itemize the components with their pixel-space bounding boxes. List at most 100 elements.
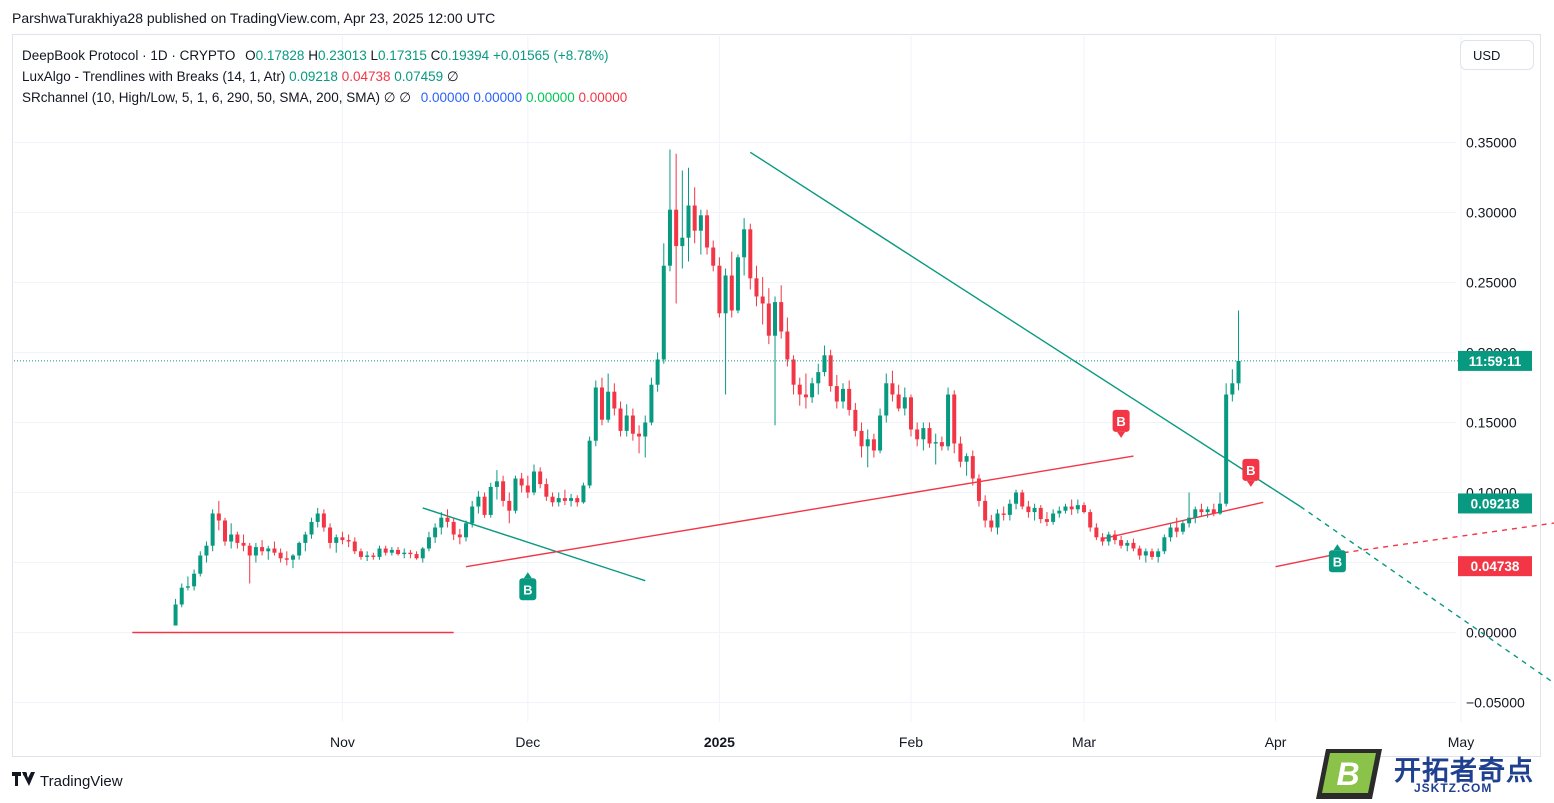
candle-body xyxy=(649,384,654,423)
open-value: 0.17828 xyxy=(255,48,305,63)
candle-body xyxy=(1026,506,1031,513)
watermark-badge-letter: B xyxy=(1336,756,1359,792)
change-value: +0.01565 (+8.78%) xyxy=(492,48,609,63)
candle-down xyxy=(519,472,524,493)
candle-up xyxy=(185,576,190,591)
candle-body xyxy=(1205,509,1210,513)
candle-down xyxy=(216,500,221,531)
indicator-value: 0.00000 xyxy=(578,90,628,105)
candle-body xyxy=(494,481,499,487)
candle-body xyxy=(538,471,543,485)
candle-up xyxy=(464,520,469,542)
price-tag-box xyxy=(1458,556,1532,577)
candle-body xyxy=(556,498,561,503)
marker-pointer xyxy=(1246,480,1255,487)
candle-down xyxy=(692,187,697,244)
candle-body xyxy=(451,521,456,535)
indicator-value: 0.00000 xyxy=(420,90,470,105)
candle-body xyxy=(321,513,326,528)
symbol-legend-row[interactable]: DeepBook Protocol · 1D · CRYPTO O0.17828… xyxy=(22,45,627,66)
candle-down xyxy=(989,514,994,532)
chart-frame xyxy=(12,34,1541,757)
candle-body xyxy=(711,247,716,266)
candle-up xyxy=(556,492,561,507)
indicator-value: 0.09218 xyxy=(289,69,338,84)
candle-body xyxy=(352,541,357,552)
price-tag: 11:59:11 xyxy=(1458,350,1532,371)
candle-body xyxy=(402,552,407,555)
candle-body xyxy=(1007,503,1012,515)
candle-body xyxy=(550,496,555,503)
candle-up xyxy=(1224,383,1229,507)
candle-body xyxy=(871,439,876,451)
indicator-legend-row-srchannel[interactable]: SRchannel (10, High/Low, 5, 1, 6, 290, 5… xyxy=(22,87,627,108)
currency-selector[interactable]: USD xyxy=(1460,40,1534,70)
break-markers: B B B B xyxy=(519,409,1346,601)
candle-body xyxy=(964,456,969,462)
candle-down xyxy=(1100,533,1105,546)
candle-up xyxy=(365,551,370,562)
candle-up xyxy=(816,363,821,395)
candle-up xyxy=(290,554,295,569)
candle-body xyxy=(198,555,203,574)
candle-up xyxy=(1230,369,1235,402)
candle-down xyxy=(637,425,642,454)
candle-body xyxy=(426,537,431,549)
candle-body xyxy=(1057,510,1062,514)
watermark-text: 开拓者奇点 xyxy=(1394,756,1534,786)
y-tick-label: 0.00000 xyxy=(1466,625,1517,641)
candle-body xyxy=(828,355,833,387)
candle-down xyxy=(871,433,876,458)
candle-body xyxy=(692,205,697,231)
candle-body xyxy=(1150,551,1154,557)
y-tick-label: 0.35000 xyxy=(1466,135,1517,151)
candle-up xyxy=(389,547,394,556)
candle-down xyxy=(1131,538,1136,552)
candle-down xyxy=(1026,500,1031,518)
candle-down xyxy=(482,492,487,518)
candle-up xyxy=(309,517,314,539)
grid-lines xyxy=(14,36,1462,722)
candle-body xyxy=(223,520,227,542)
candle-body xyxy=(667,209,672,266)
candle-body xyxy=(1131,542,1136,549)
candle-body xyxy=(1032,507,1037,513)
candle-body xyxy=(1106,534,1111,542)
candle-down xyxy=(1001,506,1006,521)
price-tags: 11:59:11 0.09218 0.04738 xyxy=(14,350,1532,577)
candle-down xyxy=(976,474,981,507)
price-tag-label: 0.09218 xyxy=(1471,496,1520,511)
candle-down xyxy=(1082,502,1087,514)
close-label: C xyxy=(430,48,441,63)
candle-down xyxy=(451,517,456,541)
candle-body xyxy=(1156,551,1161,557)
candle-body xyxy=(297,542,302,556)
candle-up xyxy=(334,534,339,553)
tradingview-logo-icon xyxy=(12,772,36,790)
candle-body xyxy=(1075,505,1080,510)
candle-up xyxy=(1162,534,1167,555)
marker-pointer xyxy=(523,572,532,579)
candle-down xyxy=(501,475,506,507)
candle-up xyxy=(439,512,444,535)
candle-body xyxy=(1174,527,1179,532)
candle-up xyxy=(865,429,870,468)
candle-body xyxy=(525,485,530,493)
tradingview-logo[interactable]: TradingView xyxy=(12,772,123,790)
trendline-trend-down xyxy=(749,151,1301,508)
candle-body xyxy=(507,500,512,511)
candle-body xyxy=(773,302,778,336)
marker-label: B xyxy=(1116,414,1125,429)
candle-body xyxy=(1063,506,1068,511)
candle-body xyxy=(309,521,314,535)
indicator-legend-row-luxalgo[interactable]: LuxAlgo - Trendlines with Breaks (14, 1,… xyxy=(22,66,627,87)
candle-down xyxy=(371,552,376,560)
candle-up xyxy=(253,542,258,563)
candle-up xyxy=(1217,492,1222,515)
candle-up xyxy=(513,475,518,514)
candle-up xyxy=(643,415,648,458)
marker-label: B xyxy=(1333,554,1342,569)
candle-body xyxy=(1100,537,1105,542)
candle-down xyxy=(847,380,852,416)
